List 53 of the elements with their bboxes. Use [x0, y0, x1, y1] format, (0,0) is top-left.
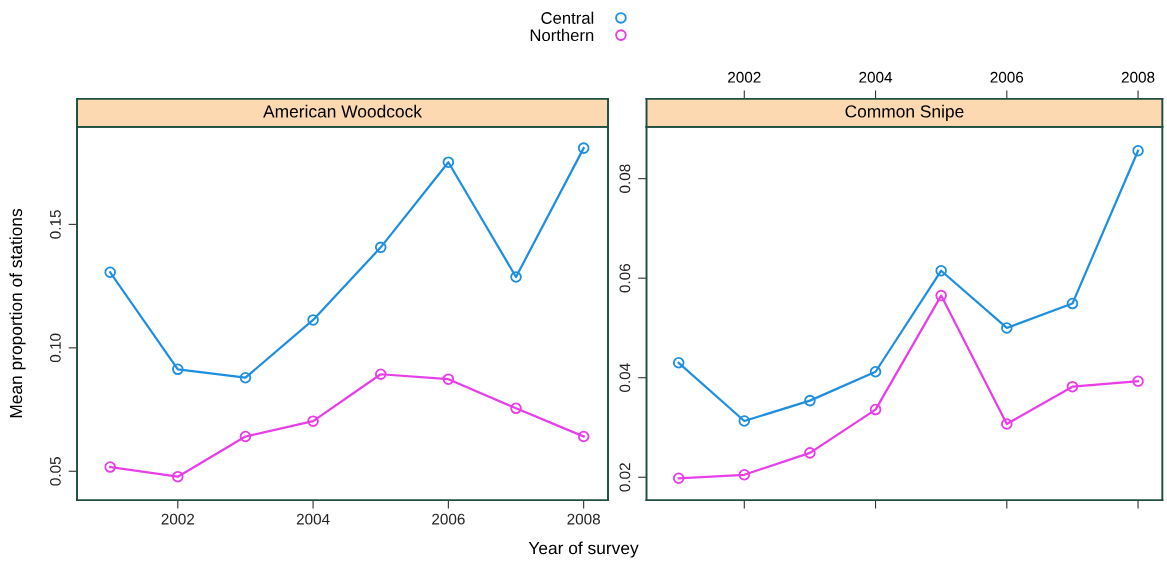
- chart-title: American Woodcock: [263, 104, 422, 118]
- point: [738, 469, 751, 481]
- y-tick-label: 0.06: [619, 263, 631, 293]
- point: [172, 470, 184, 483]
- point: [804, 394, 816, 407]
- x-tick-label: 2002: [161, 513, 195, 525]
- legend-label: Central: [541, 11, 594, 24]
- y-tick-label: 0.02: [619, 463, 631, 492]
- point: [869, 365, 882, 378]
- point: [672, 472, 685, 485]
- point: [172, 363, 184, 376]
- point: [239, 371, 252, 384]
- y-tick-label: 0.10: [49, 333, 61, 363]
- y-tick-label: 0.04: [619, 363, 631, 392]
- point: [239, 430, 252, 443]
- x-tick-label: 2004: [296, 513, 330, 525]
- x-tick-label: 2008: [1121, 71, 1155, 83]
- x-tick-label: 2006: [432, 513, 465, 525]
- point: [510, 271, 522, 283]
- point: [307, 314, 319, 326]
- point: [374, 368, 387, 381]
- point: [1001, 322, 1013, 334]
- point: [307, 415, 319, 427]
- point: [577, 430, 590, 443]
- point: [442, 156, 455, 168]
- point: [104, 266, 116, 279]
- point: [1001, 418, 1013, 430]
- y-axis-title: Mean proportion of stations: [9, 208, 26, 418]
- point: [577, 142, 590, 154]
- point: [935, 264, 947, 277]
- x-axis-title: Year of survey: [528, 541, 639, 558]
- point: [738, 415, 751, 427]
- y-tick-label: 0.08: [619, 164, 631, 193]
- legend-label: Northern: [530, 28, 594, 42]
- point: [672, 357, 685, 369]
- x-tick-label: 2004: [859, 71, 893, 83]
- y-tick-label: 0.05: [49, 457, 61, 486]
- point: [869, 403, 882, 416]
- x-tick-label: 2008: [567, 513, 600, 525]
- point: [374, 241, 387, 254]
- point: [804, 447, 816, 459]
- point: [1132, 145, 1144, 157]
- chart-title: Common Snipe: [845, 104, 964, 121]
- x-tick-label: 2006: [990, 71, 1024, 83]
- point: [1066, 297, 1079, 310]
- point: [1066, 380, 1079, 393]
- y-tick-label: 0.15: [49, 210, 61, 239]
- point: [935, 289, 947, 302]
- point: [510, 402, 522, 415]
- point: [1132, 375, 1144, 387]
- point: [104, 461, 116, 473]
- x-tick-label: 2002: [728, 71, 761, 83]
- point: [442, 373, 455, 385]
